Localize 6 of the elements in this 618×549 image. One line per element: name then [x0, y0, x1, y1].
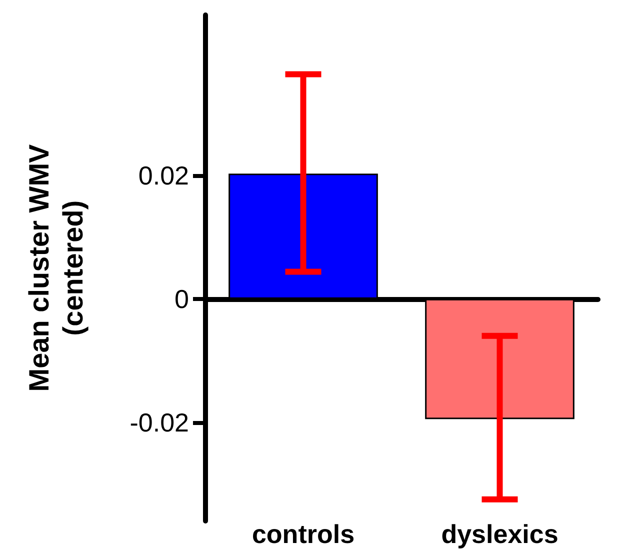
y-tick-label: -0.02: [130, 407, 189, 438]
x-tick-label: dyslexics: [441, 519, 558, 549]
y-axis-title: Mean cluster WMV (centered): [24, 144, 88, 392]
y-tick-label: 0: [174, 284, 189, 314]
x-tick-label: controls: [252, 519, 355, 549]
y-tick-label: 0.02: [138, 160, 189, 190]
